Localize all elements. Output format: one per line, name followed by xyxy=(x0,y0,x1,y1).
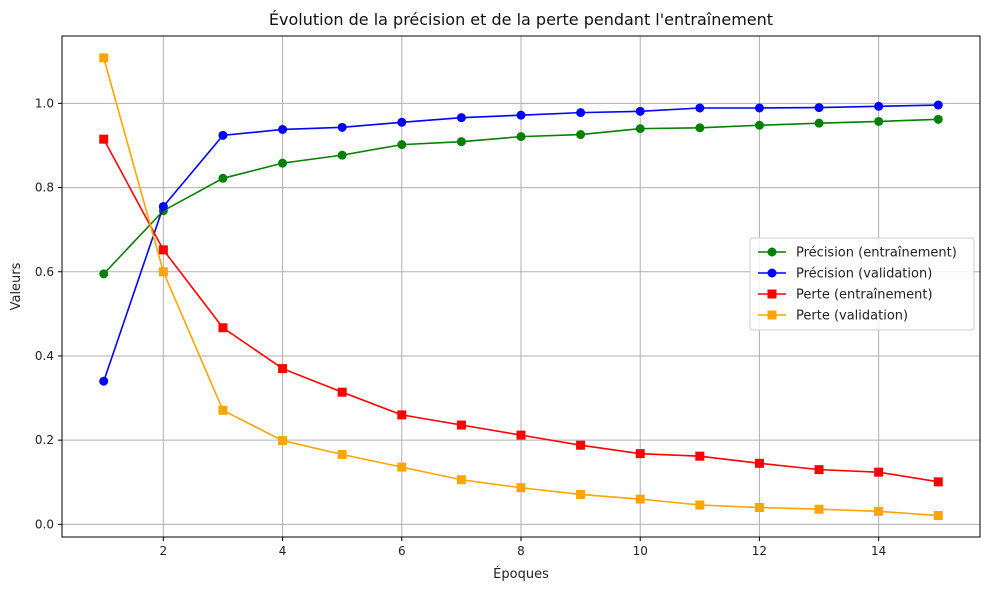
data-point xyxy=(99,134,109,144)
legend-swatch-marker xyxy=(767,310,777,320)
data-point xyxy=(337,150,347,160)
data-point xyxy=(933,100,943,110)
y-tick-label: 0.4 xyxy=(35,349,54,363)
data-point xyxy=(874,116,884,126)
legend-item: Précision (validation) xyxy=(758,267,932,282)
data-point xyxy=(516,430,526,440)
legend-item: Perte (validation) xyxy=(758,309,908,324)
data-point xyxy=(337,449,347,459)
data-point xyxy=(278,436,288,446)
data-point xyxy=(516,110,526,120)
x-tick-label: 8 xyxy=(517,544,525,558)
x-tick-label: 2 xyxy=(160,544,168,558)
data-point xyxy=(456,420,466,430)
data-point xyxy=(218,173,228,183)
data-point xyxy=(754,503,764,513)
data-point xyxy=(933,114,943,124)
y-tick-label: 1.0 xyxy=(35,96,54,110)
y-tick-label: 0.2 xyxy=(35,433,54,447)
data-point xyxy=(635,494,645,504)
data-point xyxy=(397,117,407,127)
data-point xyxy=(337,122,347,132)
data-point xyxy=(397,410,407,420)
series-3 xyxy=(99,53,943,521)
data-point xyxy=(218,130,228,140)
legend-item: Perte (entraînement) xyxy=(758,288,933,303)
axis-ticks: 2 4 6 8 10 12 14 0.0 0.2 0.4 0.6 0.8 1.0 xyxy=(35,96,886,558)
legend-box xyxy=(749,237,975,331)
plot-frame xyxy=(61,35,981,538)
data-point xyxy=(576,440,586,450)
data-point xyxy=(814,103,824,113)
legend-label: Précision (validation) xyxy=(796,267,932,282)
y-tick-label: 0.8 xyxy=(35,181,54,195)
data-point xyxy=(158,245,168,255)
data-point xyxy=(874,101,884,111)
data-point xyxy=(635,449,645,459)
data-point xyxy=(397,140,407,150)
legend-swatch-marker xyxy=(767,268,777,278)
data-point xyxy=(99,269,109,279)
data-point xyxy=(99,376,109,386)
legend: Précision (entraînement) Précision (valid… xyxy=(749,237,975,331)
data-point xyxy=(814,118,824,128)
x-axis-title: Époques xyxy=(493,566,549,582)
data-point xyxy=(337,387,347,397)
data-point xyxy=(874,506,884,516)
data-point xyxy=(99,53,109,63)
data-point xyxy=(516,483,526,493)
data-point xyxy=(814,465,824,475)
x-tick-label: 6 xyxy=(398,544,406,558)
data-point xyxy=(397,462,407,472)
legend-label: Précision (entraînement) xyxy=(796,246,957,261)
data-point xyxy=(695,451,705,461)
data-point xyxy=(218,405,228,415)
data-point xyxy=(516,132,526,142)
legend-label: Perte (entraînement) xyxy=(796,288,933,303)
data-point xyxy=(576,108,586,118)
x-tick-label: 4 xyxy=(279,544,287,558)
data-point xyxy=(576,489,586,499)
series-0 xyxy=(99,114,943,279)
data-point xyxy=(695,500,705,510)
data-point xyxy=(754,120,764,130)
data-point xyxy=(278,364,288,374)
y-axis-title: Valeurs xyxy=(9,262,24,310)
y-tick-label: 0.6 xyxy=(35,265,54,279)
data-point xyxy=(158,267,168,277)
data-point xyxy=(218,323,228,333)
legend-swatch-marker xyxy=(767,289,777,299)
y-tick-label: 0.0 xyxy=(35,517,54,531)
data-point xyxy=(814,504,824,514)
data-point xyxy=(278,124,288,134)
data-point xyxy=(933,511,943,521)
x-tick-label: 14 xyxy=(871,544,886,558)
x-tick-label: 10 xyxy=(633,544,648,558)
plot-series xyxy=(99,53,943,521)
data-point xyxy=(278,158,288,168)
data-point xyxy=(158,202,168,212)
chart-title: Évolution de la précision et de la perte… xyxy=(269,10,773,29)
series-2 xyxy=(99,134,943,487)
data-point xyxy=(933,477,943,487)
data-point xyxy=(635,106,645,116)
legend-label: Perte (validation) xyxy=(796,309,908,324)
legend-item: Précision (entraînement) xyxy=(758,246,957,261)
data-point xyxy=(456,137,466,147)
x-tick-label: 12 xyxy=(752,544,767,558)
legend-swatch-marker xyxy=(767,247,777,257)
data-point xyxy=(695,103,705,113)
data-point xyxy=(456,113,466,123)
data-point xyxy=(456,475,466,485)
series-1 xyxy=(99,100,943,386)
data-point xyxy=(635,124,645,134)
data-point xyxy=(754,103,764,113)
data-point xyxy=(695,123,705,133)
data-point xyxy=(754,458,764,468)
data-point xyxy=(874,467,884,477)
data-point xyxy=(576,130,586,140)
